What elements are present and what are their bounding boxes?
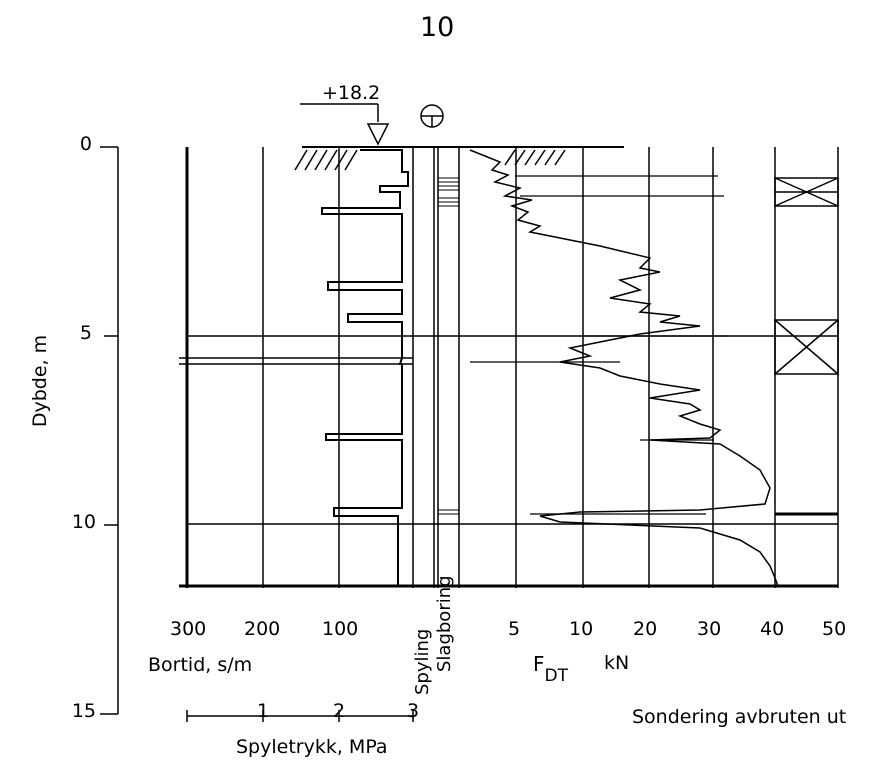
bortid-axis-title: Bortid, s/m [148, 654, 253, 676]
depth-tick-label-10: 10 [71, 511, 96, 533]
force-axis-symbol: FDT [533, 652, 568, 686]
termination-markers [774, 177, 839, 516]
force-tick-20: 20 [633, 618, 658, 640]
pressure-axis-title: Spyletrykk, MPa [236, 736, 388, 758]
ground-hatch-left [294, 149, 358, 171]
water-level-triangle [366, 123, 390, 146]
depth-tick-label-15: 15 [71, 700, 96, 722]
bortid-tick-200: 200 [244, 618, 281, 640]
spyling-label: Spyling [412, 628, 433, 695]
bortid-trace [321, 149, 409, 586]
force-subscript: DT [544, 666, 568, 686]
force-tick-50: 50 [822, 618, 847, 640]
pressure-tick-3: 3 [407, 700, 420, 722]
pressure-tick-2: 2 [333, 700, 346, 722]
depth-axis-title: Dybde, m [29, 334, 51, 428]
force-tick-30: 30 [697, 618, 722, 640]
force-trace [469, 149, 779, 587]
elevation-label: +18.2 [322, 82, 381, 104]
depth-tick-label-5: 5 [79, 322, 92, 344]
ground-hatch-right [504, 149, 566, 166]
slagboring-marks [438, 177, 459, 515]
bortid-tick-100: 100 [322, 618, 359, 640]
force-tick-10: 10 [569, 618, 594, 640]
slagboring-label: Slagboring [434, 575, 455, 672]
force-tick-40: 40 [760, 618, 785, 640]
page-number: 10 [420, 12, 455, 43]
pressure-tick-1: 1 [257, 700, 270, 722]
bortid-tick-300: 300 [170, 618, 207, 640]
force-symbol: F [533, 652, 545, 676]
force-tick-5: 5 [508, 618, 521, 640]
force-axis-unit: kN [604, 652, 630, 674]
depth-tick-label-0: 0 [79, 133, 92, 155]
termination-note: Sondering avbruten ut [632, 706, 847, 728]
force-spikes [470, 175, 728, 515]
